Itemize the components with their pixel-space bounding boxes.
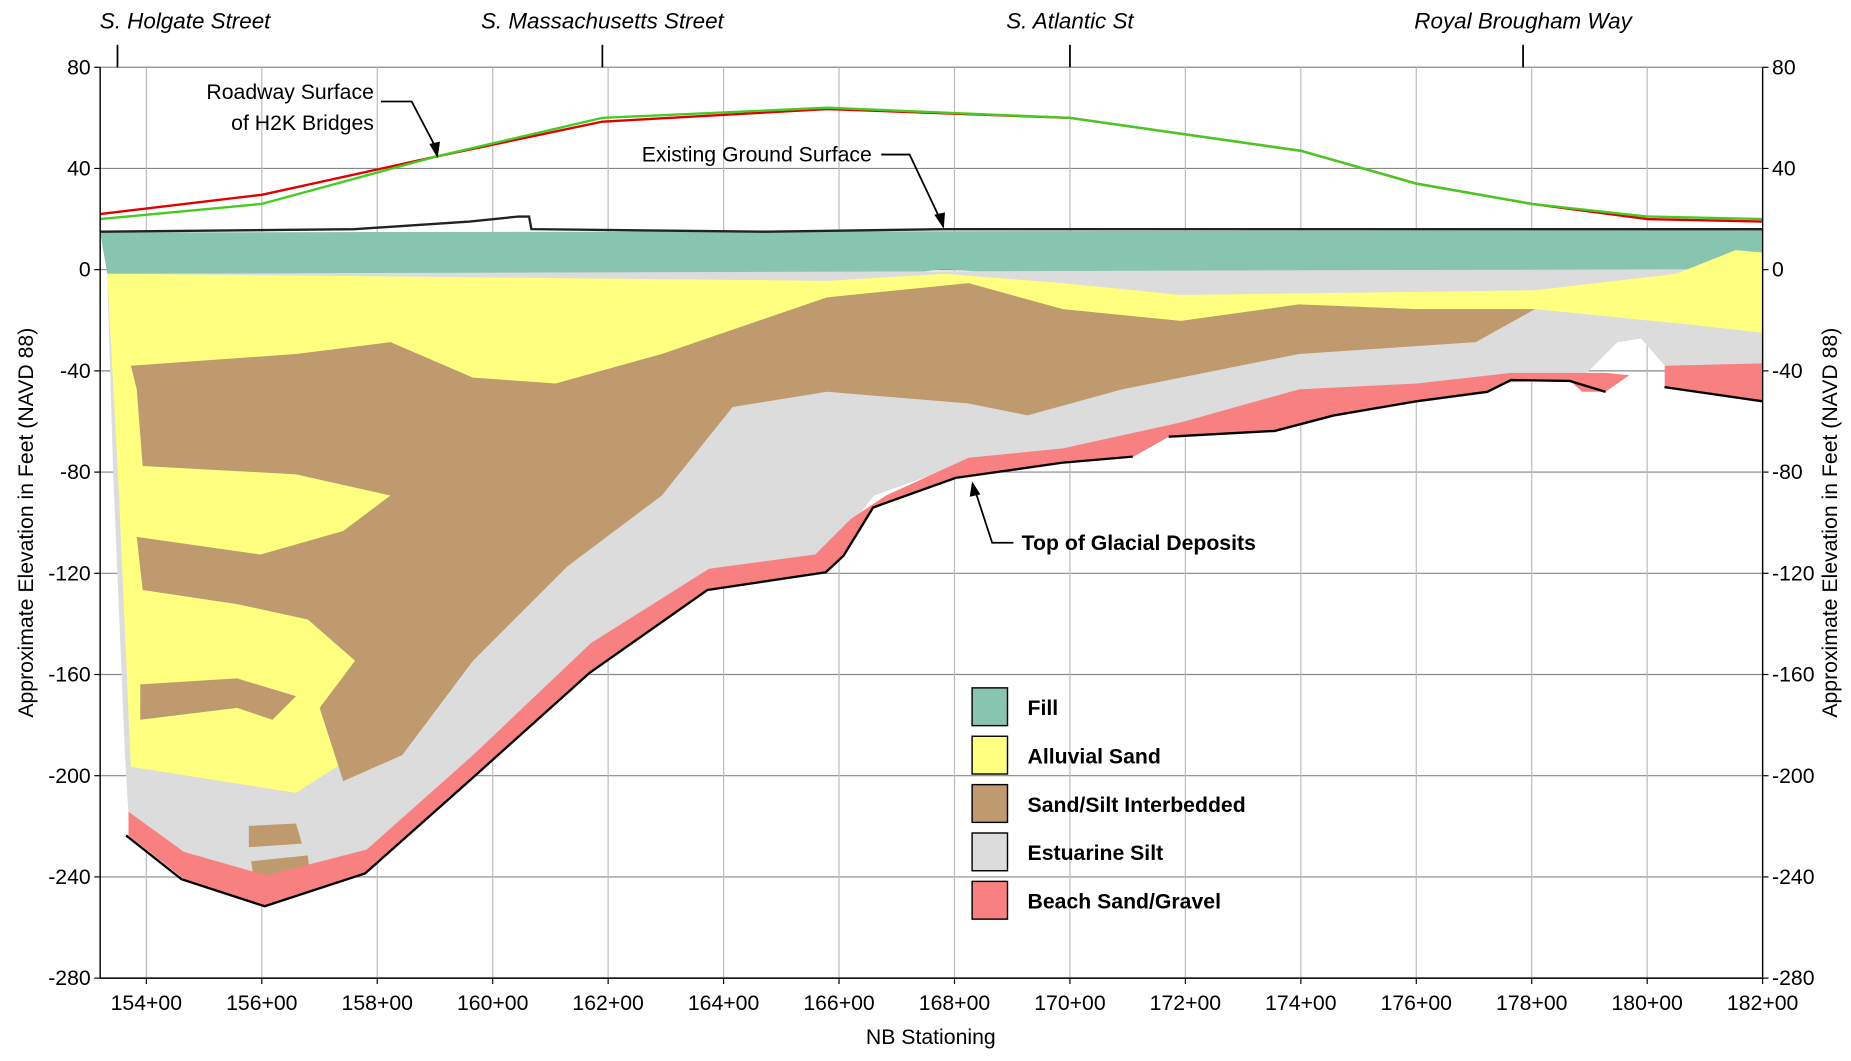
x-tick-label: 176+00	[1381, 992, 1452, 1015]
y-axis-title: Approximate Elevation in Feet (NAVD 88)	[15, 328, 38, 718]
y-tick-label: 0	[79, 259, 91, 282]
legend-swatch	[972, 785, 1007, 823]
annotation-arrow	[881, 155, 941, 222]
annotation: Roadway Surface	[206, 81, 373, 104]
y2-tick-label: -280	[1772, 967, 1814, 990]
x-tick-label: 156+00	[226, 992, 297, 1015]
y2-tick-label: 0	[1772, 259, 1784, 282]
y2-tick-label: -240	[1772, 866, 1814, 889]
x-tick-label: 154+00	[111, 992, 182, 1015]
annotation-arrowhead	[970, 481, 981, 496]
street-label: S. Holgate Street	[100, 8, 271, 33]
x-tick-label: 168+00	[919, 992, 990, 1015]
annotation-arrow	[381, 101, 438, 151]
y2-tick-label: -40	[1772, 360, 1803, 383]
sand-silt-interbedded-band	[249, 824, 302, 848]
x-tick-label: 170+00	[1034, 992, 1105, 1015]
legend-label: Alluvial Sand	[1028, 745, 1161, 768]
legend-swatch	[972, 688, 1007, 726]
legend-label: Estuarine Silt	[1028, 842, 1164, 865]
y2-tick-label: -80	[1772, 461, 1803, 484]
x-tick-label: 178+00	[1496, 992, 1567, 1015]
chart: NB Stationing Approximate Elevation in F…	[0, 0, 1851, 1056]
y2-tick-label: -160	[1772, 664, 1814, 687]
x-tick-label: 164+00	[688, 992, 759, 1015]
legend-swatch	[972, 736, 1007, 774]
y2-tick-label: -200	[1772, 765, 1814, 788]
y-tick-label: 80	[67, 56, 91, 79]
x-axis-title: NB Stationing	[866, 1026, 996, 1049]
legend-swatch	[972, 881, 1007, 919]
legend-label: Beach Sand/Gravel	[1028, 891, 1221, 914]
soil-layers	[100, 230, 1762, 906]
x-tick-label: 172+00	[1150, 992, 1221, 1015]
series-line	[100, 217, 1762, 232]
street-label: Royal Brougham Way	[1414, 8, 1633, 33]
y2-tick-label: 40	[1772, 158, 1796, 181]
x-tick-label: 158+00	[342, 992, 413, 1015]
street-label: S. Atlantic St	[1006, 8, 1134, 33]
y-tick-label: -240	[48, 866, 90, 889]
x-tick-label: 166+00	[803, 992, 874, 1015]
x-tick-label: 162+00	[572, 992, 643, 1015]
y-tick-label: -280	[48, 967, 90, 990]
annotation: of H2K Bridges	[231, 112, 374, 135]
x-tick-label: 182+00	[1727, 992, 1798, 1015]
y2-axis-title: Approximate Elevation in Feet (NAVD 88)	[1819, 328, 1842, 718]
y2-tick-label: 80	[1772, 56, 1796, 79]
x-tick-label: 174+00	[1265, 992, 1336, 1015]
legend: Fill Alluvial Sand Sand/Silt Interbedded Es…	[972, 688, 1246, 919]
y-tick-label: -80	[60, 461, 91, 484]
y-tick-label: -40	[60, 360, 91, 383]
y-tick-label: 40	[67, 158, 91, 181]
y-tick-label: -160	[48, 664, 90, 687]
legend-label: Sand/Silt Interbedded	[1028, 794, 1246, 817]
legend-swatch	[972, 833, 1007, 871]
annotation: Top of Glacial Deposits	[1022, 532, 1256, 555]
y-tick-label: -120	[48, 562, 90, 585]
annotation-arrowhead	[934, 212, 945, 229]
x-tick-label: 180+00	[1611, 992, 1682, 1015]
y2-tick-label: -120	[1772, 562, 1814, 585]
legend-label: Fill	[1028, 697, 1059, 720]
y-tick-label: -200	[48, 765, 90, 788]
street-label: S. Massachusetts Street	[481, 8, 725, 33]
x-tick-label: 160+00	[457, 992, 528, 1015]
annotation: Existing Ground Surface	[642, 144, 872, 167]
page: {"chart_data": { "type": "line", "x_labe…	[0, 0, 1851, 1061]
annotation-arrow	[974, 488, 1013, 542]
beach-sand-gravel-band	[1665, 363, 1763, 401]
